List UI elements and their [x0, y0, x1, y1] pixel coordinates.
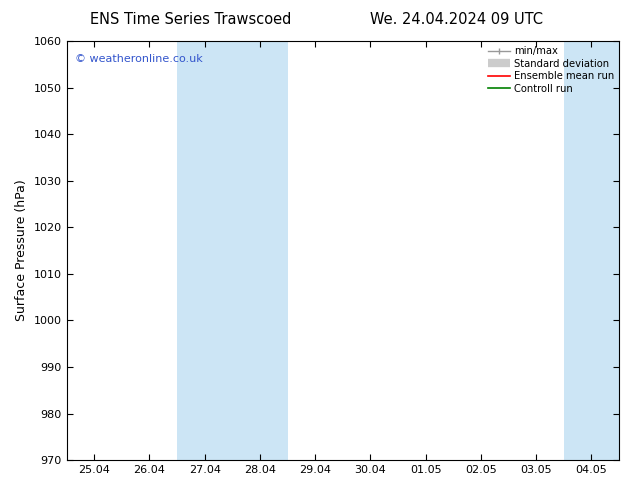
- Bar: [177, 41, 288, 460]
- Y-axis label: Surface Pressure (hPa): Surface Pressure (hPa): [15, 180, 28, 321]
- Text: ENS Time Series Trawscoed: ENS Time Series Trawscoed: [89, 12, 291, 27]
- Bar: [564, 41, 634, 460]
- Legend: min/max, Standard deviation, Ensemble mean run, Controll run: min/max, Standard deviation, Ensemble me…: [486, 44, 616, 96]
- Text: We. 24.04.2024 09 UTC: We. 24.04.2024 09 UTC: [370, 12, 543, 27]
- Text: © weatheronline.co.uk: © weatheronline.co.uk: [75, 53, 203, 64]
